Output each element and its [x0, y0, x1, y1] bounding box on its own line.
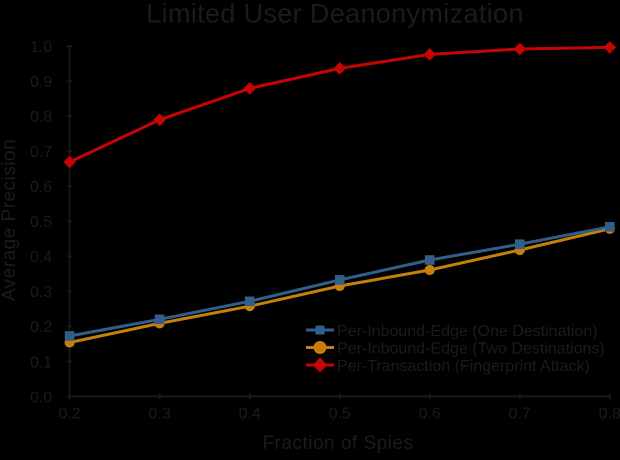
svg-text:Per-Inbound-Edge (Two Destinat: Per-Inbound-Edge (Two Destinations) [337, 340, 605, 357]
svg-text:0.3: 0.3 [148, 406, 170, 423]
svg-text:1.0: 1.0 [30, 39, 52, 56]
svg-text:Per-Transaction (Fingerprint A: Per-Transaction (Fingerprint Attack) [337, 358, 590, 375]
svg-text:0.2: 0.2 [30, 319, 52, 336]
svg-text:Per-Inbound-Edge (One Destinat: Per-Inbound-Edge (One Destination) [337, 323, 598, 340]
svg-text:0.9: 0.9 [30, 74, 52, 91]
svg-text:Fraction of Spies: Fraction of Spies [262, 433, 413, 454]
svg-text:0.4: 0.4 [30, 249, 52, 266]
svg-text:Limited User Deanonymization: Limited User Deanonymization [146, 0, 523, 28]
svg-text:0.5: 0.5 [30, 214, 52, 231]
svg-text:0.8: 0.8 [599, 406, 620, 423]
svg-text:Average Precision: Average Precision [0, 139, 20, 301]
svg-text:0.6: 0.6 [30, 179, 52, 196]
svg-text:0.7: 0.7 [30, 144, 52, 161]
svg-text:0.2: 0.2 [58, 406, 80, 423]
svg-text:0.4: 0.4 [239, 406, 261, 423]
svg-text:0.7: 0.7 [509, 406, 531, 423]
svg-text:0.5: 0.5 [329, 406, 351, 423]
svg-text:0.0: 0.0 [30, 389, 52, 406]
svg-text:0.6: 0.6 [419, 406, 441, 423]
svg-text:0.8: 0.8 [30, 109, 52, 126]
svg-text:0.1: 0.1 [30, 354, 52, 371]
svg-text:0.3: 0.3 [30, 284, 52, 301]
